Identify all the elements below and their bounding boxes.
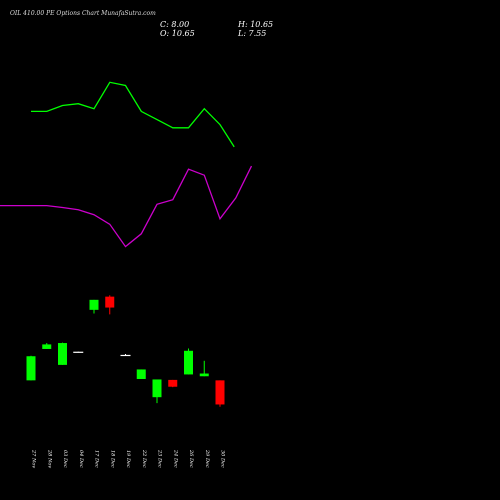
x-axis-labels: 27 Nov 28 Nov 03 Dec 04 Dec 17 Dec 18 Dec 19 D… [31,449,226,468]
candle [73,351,84,353]
candle [42,343,52,349]
candle [136,369,146,379]
candle-body [199,373,209,377]
high-value: H: 10.65 [238,20,274,29]
candle [89,299,99,314]
candle [26,355,36,381]
open-value: O: 10.65 [160,29,195,38]
x-tick-label: 24 Dec [172,449,178,468]
candle-body [215,380,225,405]
x-tick-label: 22 Dec [141,449,147,468]
x-tick-label: 23 Dec [157,449,163,468]
x-tick-label: 17 Dec [94,450,100,468]
candle [105,295,115,315]
x-tick-label: 27 Nov [31,449,37,468]
candle [168,379,178,388]
x-tick-label: 30 Dec [220,450,226,468]
candle-body [42,344,52,349]
candle [152,379,162,404]
candle-body [168,379,178,387]
candle-body [89,299,99,310]
candle [215,380,225,407]
candle-body [26,356,36,381]
candle-body [73,351,84,353]
x-tick-label: 19 Dec [125,450,131,468]
candles-layer [26,295,225,407]
candle-body [58,343,67,365]
x-tick-label: 04 Dec [78,450,84,468]
candle-body [105,296,115,308]
candle [120,353,131,357]
candle-body [120,354,131,357]
chart-title: OIL 410.00 PE Options Chart MunafaSutra.… [10,10,156,17]
bands-layer [0,81,253,248]
candle [199,360,209,377]
candle [184,348,193,375]
x-tick-label: 29 Dec [204,449,210,468]
candle-body [136,369,146,379]
x-tick-label: 03 Dec [62,450,68,468]
candle [58,342,67,365]
lower-band-line [0,165,253,248]
x-tick-label: 26 Dec [188,449,194,468]
upper-band-line [31,81,235,148]
low-value: L: 7.55 [238,29,267,38]
x-tick-label: 28 Nov [46,449,52,468]
close-value: C: 8.00 [160,20,190,29]
x-tick-label: 18 Dec [109,450,115,468]
candle-body [184,350,193,375]
candle-body [152,379,162,398]
